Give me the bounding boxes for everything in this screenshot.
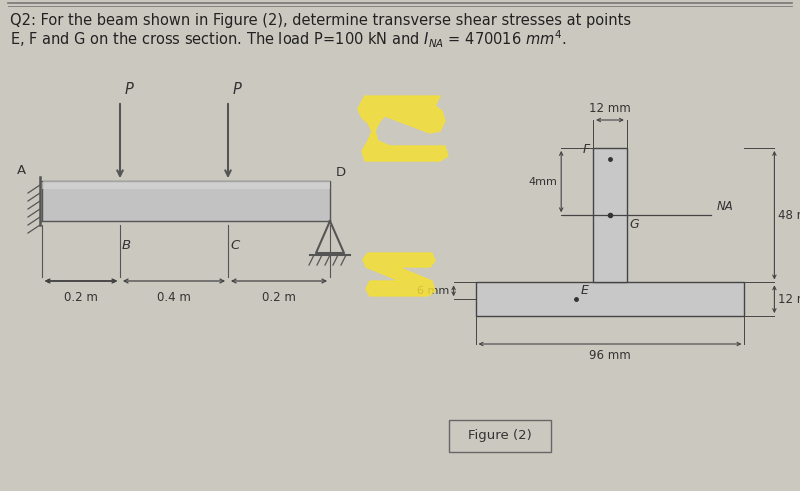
Text: F: F [583,143,590,156]
Text: Figure (2): Figure (2) [468,430,532,442]
Text: 0.2 m: 0.2 m [262,291,296,304]
Bar [594,148,627,282]
Polygon shape [358,96,448,161]
FancyBboxPatch shape [449,420,551,452]
Text: 12 mm: 12 mm [778,293,800,306]
Bar [42,181,330,189]
Text: 48 mm: 48 mm [778,209,800,222]
Text: A: A [17,164,26,177]
Text: E, F and G on the cross section. The load P=100 kN and $I_{NA}$ = 470016 $mm^4$.: E, F and G on the cross section. The loa… [10,29,566,51]
Text: 0.4 m: 0.4 m [157,291,191,304]
Text: 6 mm: 6 mm [418,286,450,296]
Text: NA: NA [717,200,734,213]
Text: C: C [230,239,239,252]
Text: 96 mm: 96 mm [589,349,631,362]
Text: 12 mm: 12 mm [589,102,631,115]
Text: E: E [581,284,588,297]
Text: D: D [336,166,346,179]
Text: B: B [122,239,131,252]
Polygon shape [363,253,435,296]
Bar [42,181,330,221]
Text: Q2: For the beam shown in Figure (2), determine transverse shear stresses at poi: Q2: For the beam shown in Figure (2), de… [10,13,631,28]
Text: P: P [125,82,134,97]
Bar [475,282,744,316]
Text: G: G [630,218,639,231]
Text: 4mm: 4mm [528,177,558,187]
Text: 0.2 m: 0.2 m [64,291,98,304]
Text: P: P [233,82,242,97]
